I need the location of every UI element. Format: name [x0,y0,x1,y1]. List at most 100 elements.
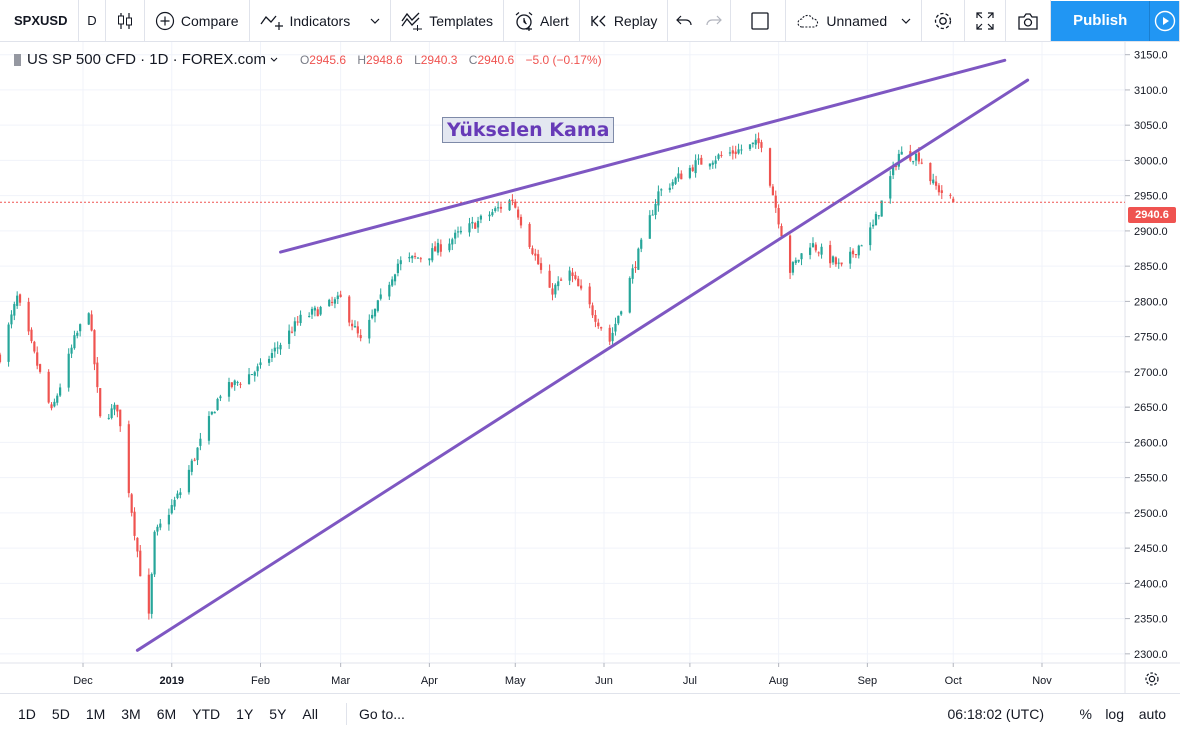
legend-marker [14,53,21,66]
candle [831,255,835,265]
candle [376,299,379,313]
candle [568,266,571,286]
candle [296,315,299,326]
trendlines[interactable] [135,58,1030,652]
candle [514,199,517,209]
candle [577,275,580,287]
utc-clock[interactable]: 06:18:02 (UTC) [947,705,1044,722]
candle [914,151,918,167]
candle [554,283,557,298]
range-button-1y[interactable]: 1Y [236,705,254,722]
time-tick-label: Aug [769,675,789,687]
range-button-ytd[interactable]: YTD [192,705,221,722]
undo-icon[interactable] [676,14,694,28]
range-button-5d[interactable]: 5D [51,705,70,722]
candle [76,330,79,339]
candle [559,277,563,281]
trendline[interactable] [279,58,1007,254]
alert-button[interactable]: Alert [504,0,580,42]
candle [474,221,477,229]
fullscreen-button[interactable] [965,0,1007,42]
settings-button[interactable] [922,0,966,42]
candle [368,314,371,344]
candle [216,397,219,411]
log-scale-toggle[interactable]: log [1105,705,1124,722]
candle [937,183,941,196]
candle [50,402,53,411]
candle [179,488,182,499]
gear-icon[interactable] [1144,671,1160,687]
candle [73,330,76,350]
range-button-all[interactable]: All [302,705,318,722]
bottom-toolbar: 1D 5D 1M 3M 6M YTD 1Y 5Y All Go to... 06:18:02 (… [0,693,1180,733]
candle [557,276,560,291]
candle [932,173,935,185]
price-tick-label: 2650.0 [1134,402,1168,414]
candle [871,219,875,229]
redo-icon[interactable] [704,14,723,28]
candle [359,329,362,342]
chart-type-button[interactable] [106,0,145,42]
undo-redo-group [668,0,732,42]
go-to-button[interactable]: Go to... [345,702,405,725]
candle [316,306,319,317]
layout-name-button[interactable]: Unnamed [786,0,923,42]
top-toolbar: SPXUSD D Compare Indicators Templates Al… [0,0,1180,42]
candle [774,190,777,213]
candle [768,147,772,188]
percent-scale-toggle[interactable]: % [1079,705,1092,722]
candle [737,143,740,155]
candle [13,301,16,321]
indicators-icon [259,15,283,30]
candle [617,315,620,326]
price-chart[interactable]: 2300.0 2350.0 2400.0 2450.0 2500.0 2550.0 2600… [0,42,1180,693]
symbol-search[interactable]: SPXUSD [0,0,79,42]
range-button-5y[interactable]: 5Y [269,705,287,722]
price-axis[interactable]: 2300.0 2350.0 2400.0 2450.0 2500.0 2550.0 2600… [1125,50,1168,661]
candle [571,267,574,283]
candle [210,411,213,416]
candle [809,242,812,260]
candle [499,203,503,213]
candle [728,146,732,157]
trendline[interactable] [135,78,1030,652]
candle [353,320,357,328]
candle [328,298,331,307]
publish-button[interactable]: Publish [1051,0,1151,41]
snapshot-button[interactable] [1006,0,1052,42]
candle [56,393,59,406]
time-axis[interactable]: Dec 2019 Feb Mar Apr May Jun Jul Aug Sep Oct Nov [73,663,1052,687]
range-button-3m[interactable]: 3M [121,705,141,722]
interval-selector[interactable]: D [79,0,106,42]
legend-title[interactable]: US SP 500 CFD · 1D · FOREX.com [27,51,266,68]
chevron-down-icon [901,18,911,24]
chart-annotation[interactable]: Yükselen Kama [442,117,615,143]
compare-button[interactable]: Compare [145,0,250,42]
replay-button[interactable]: Replay [580,0,669,42]
fullscreen-square-button[interactable] [731,0,787,42]
candle [648,210,651,239]
candle [751,142,754,148]
time-tick-label: Sep [858,675,878,687]
auto-scale-toggle[interactable]: auto [1138,705,1166,722]
candle [299,310,302,326]
candle [213,411,216,414]
range-button-6m[interactable]: 6M [156,705,177,722]
templates-button[interactable]: Templates [391,0,505,42]
range-button-1m[interactable]: 1M [85,705,106,722]
candle [479,214,483,224]
play-button[interactable] [1150,0,1180,41]
candle [680,170,683,180]
candle [413,252,417,260]
candle [199,432,202,451]
candle [611,327,614,348]
candle [694,154,697,178]
candle [18,293,22,306]
candle [419,256,422,263]
candle [416,257,420,259]
indicators-button[interactable]: Indicators [250,0,392,42]
candle [574,271,577,281]
time-tick-label: Mar [331,675,350,687]
range-button-1d[interactable]: 1D [18,705,36,722]
chevron-down-icon [370,18,380,24]
